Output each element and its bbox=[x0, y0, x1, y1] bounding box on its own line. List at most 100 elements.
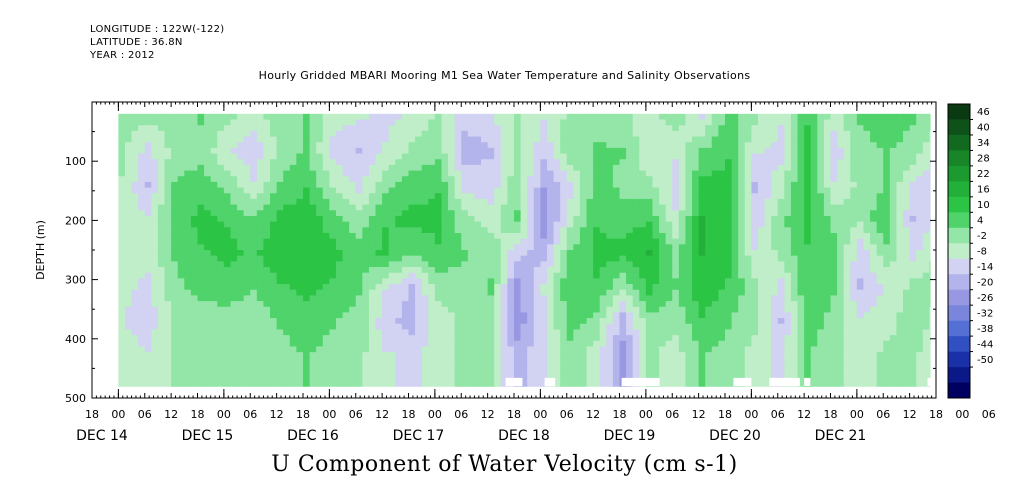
heatmap-cell bbox=[322, 113, 330, 121]
heatmap-cell bbox=[335, 346, 344, 353]
heatmap-cell bbox=[540, 352, 548, 359]
heatmap-cell bbox=[685, 125, 693, 132]
heatmap-cell bbox=[764, 374, 772, 382]
heatmap-cell bbox=[316, 357, 324, 365]
heatmap-cell bbox=[546, 357, 555, 365]
heatmap-cell bbox=[144, 380, 152, 387]
heatmap-cell bbox=[685, 346, 693, 353]
heatmap-cell bbox=[382, 352, 390, 359]
heatmap-cell bbox=[606, 125, 614, 132]
heatmap-cell bbox=[157, 267, 166, 274]
heatmap-cell bbox=[540, 181, 548, 189]
heatmap-cell bbox=[692, 119, 700, 126]
heatmap-cell bbox=[355, 193, 363, 200]
heatmap-cell bbox=[217, 357, 225, 365]
heatmap-cell bbox=[725, 267, 733, 274]
heatmap-cell bbox=[514, 250, 522, 257]
heatmap-cell bbox=[448, 312, 456, 319]
heatmap-cell bbox=[204, 159, 212, 166]
heatmap-cell bbox=[395, 113, 403, 121]
heatmap-cell bbox=[270, 323, 278, 331]
heatmap-cell bbox=[190, 289, 199, 296]
heatmap-cell bbox=[573, 238, 581, 245]
heatmap-cell bbox=[579, 232, 588, 240]
heatmap-cell bbox=[303, 147, 311, 155]
heatmap-cell bbox=[151, 198, 159, 206]
heatmap-cell bbox=[368, 164, 377, 172]
heatmap-cell bbox=[157, 125, 166, 132]
heatmap-cell bbox=[652, 284, 660, 291]
heatmap-cell bbox=[632, 153, 640, 160]
heatmap-cell bbox=[744, 335, 752, 342]
heatmap-cell bbox=[546, 181, 555, 189]
heatmap-cell bbox=[270, 301, 278, 308]
heatmap-cell bbox=[131, 125, 139, 132]
heatmap-cell bbox=[586, 301, 594, 308]
heatmap-cell bbox=[797, 278, 805, 285]
heatmap-cell bbox=[355, 255, 363, 262]
heatmap-cell bbox=[289, 380, 297, 387]
heatmap-cell bbox=[237, 142, 245, 149]
heatmap-cell bbox=[612, 318, 621, 325]
heatmap-cell bbox=[725, 130, 733, 138]
heatmap-cell bbox=[705, 340, 713, 348]
heatmap-cell bbox=[685, 164, 693, 172]
heatmap-cell bbox=[764, 187, 772, 194]
heatmap-cell bbox=[164, 142, 172, 149]
heatmap-cell bbox=[612, 136, 621, 143]
heatmap-cell bbox=[481, 238, 489, 245]
heatmap-cell bbox=[177, 363, 185, 370]
heatmap-cell bbox=[349, 318, 357, 325]
heatmap-cell bbox=[144, 346, 152, 353]
heatmap-cell bbox=[698, 374, 706, 382]
heatmap-cell bbox=[632, 312, 640, 319]
heatmap-cell bbox=[368, 147, 377, 155]
heatmap-cell bbox=[751, 238, 759, 245]
heatmap-cell bbox=[283, 221, 291, 228]
heatmap-cell bbox=[586, 318, 594, 325]
heatmap-cell bbox=[349, 187, 357, 194]
heatmap-cell bbox=[467, 215, 476, 223]
heatmap-cell bbox=[593, 352, 601, 359]
heatmap-cell bbox=[725, 210, 733, 217]
heatmap-cell bbox=[441, 278, 449, 285]
heatmap-cell bbox=[368, 329, 377, 336]
heatmap-cell bbox=[289, 232, 297, 240]
heatmap-cell bbox=[177, 204, 185, 211]
heatmap-cell bbox=[243, 119, 251, 126]
heatmap-cell bbox=[243, 204, 251, 211]
heatmap-cell bbox=[355, 374, 363, 382]
heatmap-cell bbox=[678, 147, 687, 155]
heatmap-cell bbox=[573, 198, 581, 206]
heatmap-cell bbox=[382, 346, 390, 353]
heatmap-cell bbox=[731, 244, 739, 251]
heatmap-cell bbox=[309, 335, 317, 342]
heatmap-cell bbox=[151, 170, 159, 177]
heatmap-cell bbox=[401, 278, 410, 285]
heatmap-cell bbox=[171, 369, 179, 376]
heatmap-cell bbox=[711, 352, 719, 359]
heatmap-cell bbox=[540, 357, 548, 365]
heatmap-cell bbox=[223, 318, 232, 325]
heatmap-cell bbox=[124, 306, 133, 313]
heatmap-cell bbox=[494, 170, 502, 177]
heatmap-cell bbox=[237, 187, 245, 194]
heatmap-cell bbox=[560, 193, 568, 200]
heatmap-cell bbox=[579, 136, 588, 143]
heatmap-cell bbox=[718, 363, 726, 370]
heatmap-cell bbox=[250, 204, 258, 211]
heatmap-cell bbox=[494, 312, 502, 319]
heatmap-cell bbox=[164, 255, 172, 262]
heatmap-cell bbox=[415, 267, 423, 274]
heatmap-cell bbox=[533, 289, 541, 296]
heatmap-cell bbox=[303, 238, 311, 245]
heatmap-cell bbox=[507, 193, 515, 200]
heatmap-cell bbox=[606, 374, 614, 382]
heatmap-cell bbox=[184, 130, 192, 138]
heatmap-cell bbox=[652, 136, 660, 143]
heatmap-cell bbox=[507, 312, 515, 319]
heatmap-cell bbox=[751, 289, 759, 296]
heatmap-cell bbox=[560, 380, 568, 387]
heatmap-cell bbox=[118, 312, 126, 319]
heatmap-cell bbox=[692, 170, 700, 177]
